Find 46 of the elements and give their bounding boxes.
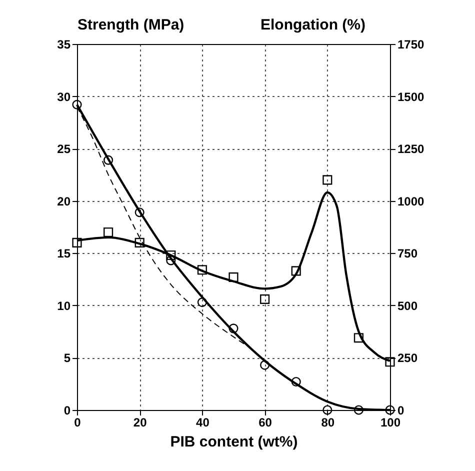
y-tick-label: 25 [57, 142, 71, 156]
y-tick-label: 10 [57, 298, 71, 313]
point [260, 360, 270, 370]
point [322, 175, 332, 185]
y2-axis-title: Elongation (%) [260, 16, 366, 34]
y-tick-label: 15 [57, 246, 71, 261]
point [322, 405, 332, 415]
x-tick-label: 40 [196, 416, 210, 430]
x-tick-label: 60 [258, 416, 272, 430]
point [385, 357, 395, 367]
point [134, 238, 144, 248]
y-tick-label: 20 [57, 194, 71, 208]
point [291, 376, 301, 387]
y-axis-title: Strength (MPa) [78, 16, 184, 34]
y2-tick-label: 1500 [398, 90, 425, 104]
y2-tick-label: 1000 [398, 194, 425, 208]
y-tick-label: 5 [64, 351, 71, 366]
x-tick-label: 20 [133, 416, 148, 430]
point [228, 272, 238, 282]
point [228, 324, 238, 334]
point [72, 100, 82, 110]
y2-tick-label: 1750 [398, 38, 425, 52]
x-tick-label: 80 [321, 416, 335, 430]
point [166, 250, 176, 260]
y2-tick-label: 0 [398, 404, 404, 418]
y-tick-label: 35 [57, 38, 71, 52]
y2-tick-label: 750 [398, 246, 418, 261]
point [354, 333, 364, 343]
point [104, 227, 114, 238]
point [354, 405, 364, 415]
x-tick-label: 0 [74, 416, 82, 430]
point [197, 298, 207, 308]
point [134, 208, 144, 218]
point [291, 266, 301, 276]
y-tick-label: 0 [64, 404, 71, 418]
point [385, 405, 395, 415]
point [197, 265, 207, 275]
y2-tick-label: 1250 [398, 142, 425, 156]
point [104, 155, 114, 165]
point [260, 294, 270, 304]
x-tick-label: 100 [380, 416, 401, 430]
x-axis-title: PIB content (wt%) [170, 434, 298, 450]
y2-tick-label: 500 [398, 298, 418, 313]
y-tick-label: 30 [57, 90, 71, 104]
y2-tick-label: 250 [398, 351, 418, 366]
point [72, 238, 82, 248]
